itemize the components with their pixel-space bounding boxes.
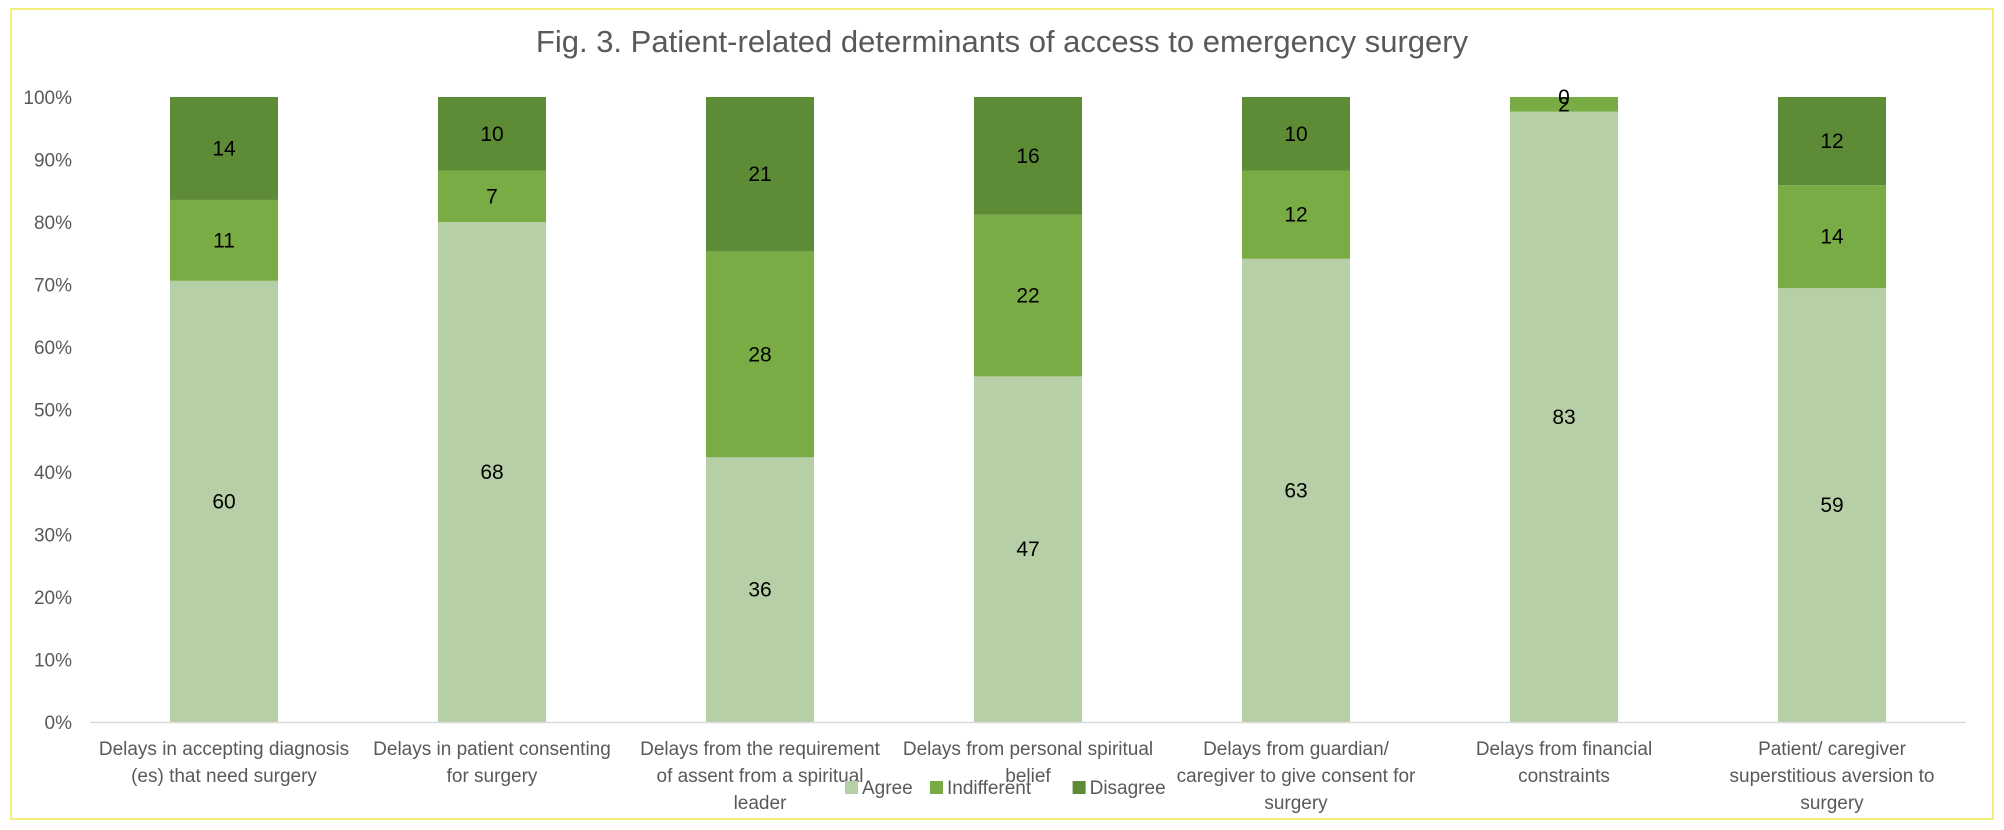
y-axis: 0% 10% 20% 30% 40% 50% 60% 70% 80% 90% 100% xyxy=(23,88,72,734)
bar-segment-disagree xyxy=(438,97,546,171)
x-tick-label: Patient/ caregiver superstitious aversion… xyxy=(1730,739,1935,814)
data-label: 83 xyxy=(1552,406,1575,429)
bar-segment-indifferent xyxy=(706,251,814,458)
y-tick-label: 40% xyxy=(34,463,72,484)
data-label: 14 xyxy=(212,137,236,160)
data-label: 12 xyxy=(1284,204,1307,227)
bar-segment-indifferent xyxy=(974,214,1082,377)
data-label: 68 xyxy=(480,461,503,484)
legend-swatch-agree xyxy=(845,781,858,794)
bar-segment-indifferent xyxy=(170,199,278,281)
legend-label-disagree: Disagree xyxy=(1090,778,1166,799)
y-tick-label: 80% xyxy=(34,213,72,234)
x-tick-label: Delays from financial constraints xyxy=(1476,739,1652,787)
data-label: 14 xyxy=(1820,226,1844,249)
data-label: 11 xyxy=(213,229,235,252)
y-tick-label: 0% xyxy=(45,713,73,734)
data-label: 10 xyxy=(480,123,503,146)
legend-swatch-disagree xyxy=(1072,781,1086,794)
bar-segment-agree xyxy=(974,376,1082,722)
x-tick-label: Delays from the requirement of assent fro… xyxy=(640,739,880,814)
bar-segment-disagree xyxy=(170,97,278,200)
bar-segment-agree xyxy=(170,280,278,722)
y-tick-label: 10% xyxy=(34,651,72,672)
bar-segment-indifferent xyxy=(1510,97,1618,112)
bars: 60 11 14 68 7 10 36 28 21 47 22 16 63 12 10 83 20 59 14 12 xyxy=(170,86,1886,723)
bar-segment-disagree xyxy=(706,97,814,252)
bar-segment-agree xyxy=(1242,258,1350,722)
data-label: 21 xyxy=(748,163,771,186)
bar-segment-indifferent xyxy=(1778,185,1886,289)
legend: Agree Indifferent Disagree xyxy=(845,778,1166,799)
data-label: 28 xyxy=(748,343,771,366)
x-tick-label: Delays in accepting diagnosis (es) that n… xyxy=(99,739,349,787)
data-label: 60 xyxy=(212,490,235,513)
data-label: 16 xyxy=(1016,145,1039,168)
bar-segment-disagree xyxy=(1778,97,1886,186)
chart-frame xyxy=(10,8,1994,820)
chart-title: Fig. 3. Patient-related determinants of … xyxy=(535,24,1469,59)
data-label: 22 xyxy=(1016,285,1039,308)
y-tick-label: 90% xyxy=(34,151,72,172)
bar-segment-agree xyxy=(438,222,546,722)
y-tick-label: 50% xyxy=(34,401,72,422)
data-label: 0 xyxy=(1558,86,1570,109)
legend-swatch-indifferent xyxy=(930,781,943,794)
data-label: 10 xyxy=(1284,123,1307,146)
data-label: 63 xyxy=(1284,479,1307,502)
x-tick-label: Delays from guardian/caregiver to give c… xyxy=(1177,739,1416,814)
bar-segment-agree xyxy=(1778,288,1886,722)
y-tick-label: 60% xyxy=(34,338,72,359)
bar-segment-disagree xyxy=(1242,97,1350,171)
y-tick-label: 100% xyxy=(23,88,72,109)
bar-segment-indifferent xyxy=(1242,170,1350,259)
bar-segment-agree xyxy=(1510,111,1618,723)
bar-segment-disagree xyxy=(974,97,1082,215)
data-label: 47 xyxy=(1016,538,1039,561)
data-label: 12 xyxy=(1820,130,1843,153)
y-tick-label: 70% xyxy=(34,276,72,297)
data-label: 7 xyxy=(486,185,498,208)
x-tick-label: Delays in patient consenting for surgery xyxy=(373,739,611,787)
y-tick-label: 20% xyxy=(34,588,72,609)
bar-segment-agree xyxy=(706,457,814,722)
data-label: 59 xyxy=(1820,494,1843,517)
y-tick-label: 30% xyxy=(34,526,72,547)
data-label: 2 xyxy=(1558,93,1570,116)
data-label: 36 xyxy=(748,579,771,602)
x-tick-label: Delays from personal spiritual belief xyxy=(903,739,1153,787)
legend-label-agree: Agree xyxy=(862,778,913,799)
x-axis: Delays in accepting diagnosis (es) that n… xyxy=(90,721,1966,814)
bar-segment-indifferent xyxy=(438,170,546,222)
legend-label-indifferent: Indifferent xyxy=(947,778,1032,799)
